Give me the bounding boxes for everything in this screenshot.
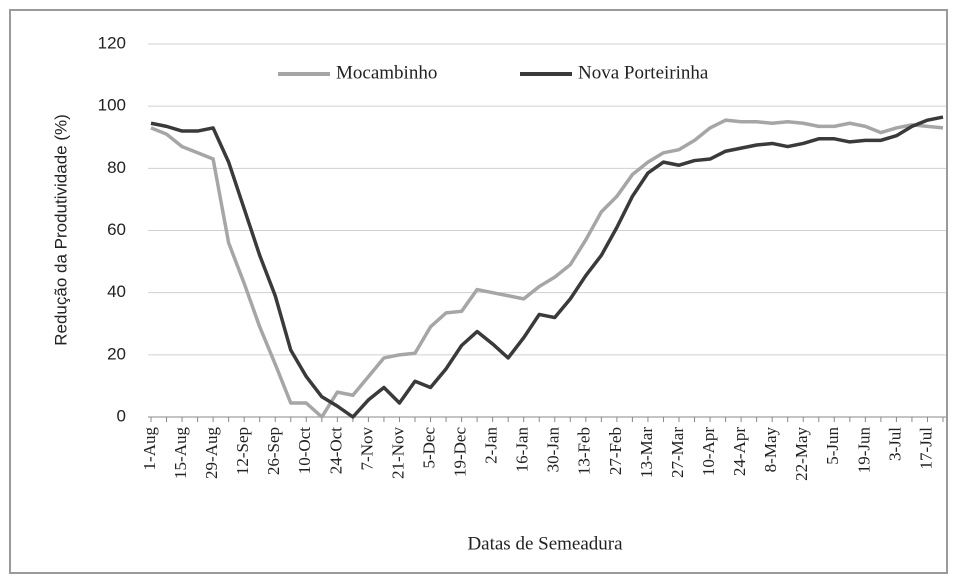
x-tick-label: 26-Sep <box>264 427 283 475</box>
x-tick-label: 22-May <box>792 427 811 481</box>
legend-label: Mocambinho <box>336 62 437 83</box>
y-tick-label: 120 <box>98 33 126 52</box>
x-tick-label: 19-Jun <box>854 427 873 474</box>
x-axis-title: Datas de Semeadura <box>467 533 623 554</box>
x-tick-label: 5-Jun <box>823 427 842 465</box>
x-tick-label: 21-Nov <box>388 427 407 479</box>
y-tick-label: 0 <box>117 406 126 425</box>
y-tick-label: 100 <box>98 96 126 115</box>
x-tick-label: 13-Feb <box>575 427 594 475</box>
x-tick-label: 7-Nov <box>357 427 376 471</box>
y-tick-label: 80 <box>107 158 126 177</box>
x-tick-label: 24-Oct <box>326 427 345 474</box>
line-series <box>150 118 944 419</box>
x-tick-label: 10-Oct <box>295 427 314 474</box>
x-tick-label: 8-May <box>761 427 780 473</box>
x-tick-label: 30-Jan <box>544 427 563 473</box>
x-tick-label: 1-Aug <box>140 427 159 471</box>
x-tick-label: 16-Jan <box>513 427 532 473</box>
x-tick-label: 10-Apr <box>699 427 718 476</box>
x-tick-label: 27-Feb <box>606 427 625 475</box>
y-axis-title: Redução da Produtividade (%) <box>51 114 70 346</box>
x-tick-label: 17-Jul <box>916 427 935 470</box>
x-tick-label: 27-Mar <box>668 427 687 478</box>
x-tick-label: 3-Jul <box>885 427 904 461</box>
y-tick-label: 20 <box>107 344 126 363</box>
x-tick-label: 12-Sep <box>233 427 252 475</box>
x-tick-label: 2-Jan <box>482 427 501 464</box>
x-tick-label: 5-Dec <box>419 427 438 469</box>
x-tick-label: 24-Apr <box>730 427 749 476</box>
legend-label: Nova Porteirinha <box>578 62 709 83</box>
y-tick-label: 40 <box>107 282 126 301</box>
x-tick-label: 19-Dec <box>450 427 469 477</box>
y-tick-label: 60 <box>107 220 126 239</box>
x-tick-label: 13-Mar <box>637 427 656 478</box>
x-tick-label: 29-Aug <box>202 427 221 479</box>
x-tick-label: 15-Aug <box>171 427 190 479</box>
line-series <box>150 115 944 419</box>
